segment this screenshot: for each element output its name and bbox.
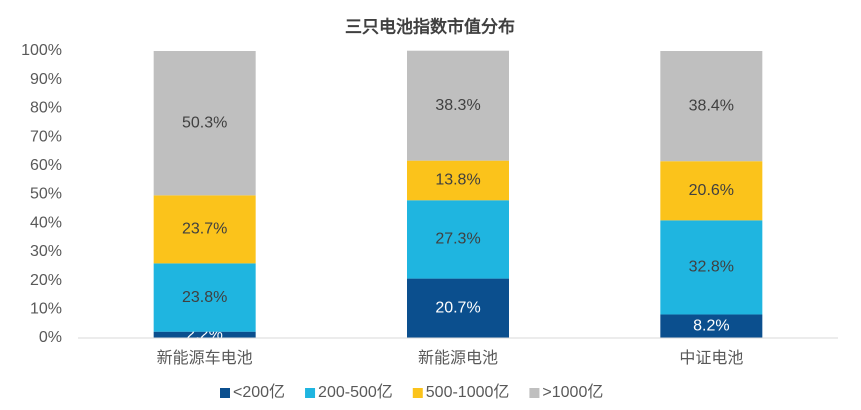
bar-segment [660,220,763,315]
y-tick-label: 90% [30,71,62,88]
y-tick-label: 20% [30,272,62,289]
bar-segment [660,161,763,221]
y-tick-label: 70% [30,128,62,145]
bar-segment [153,51,256,196]
y-tick-label: 80% [30,100,62,117]
data-label: 38.4% [689,97,734,114]
data-label: 13.8% [435,172,480,189]
bar-segment [153,263,256,332]
legend-label: 500-1000亿 [426,383,510,401]
legend-swatch [220,388,230,398]
bar-segment [407,160,509,201]
bar-segment [407,50,509,161]
data-label: 32.8% [689,259,734,276]
legend-label: >1000亿 [542,383,603,401]
legend-label: 200-500亿 [318,383,393,401]
data-label: 23.8% [182,289,227,306]
bar-segment [407,200,509,279]
data-label: 20.6% [689,182,734,199]
y-tick-label: 100% [21,42,62,59]
bar-segment [407,278,509,338]
chart-title: 三只电池指数市值分布 [345,16,515,36]
y-tick-label: 0% [39,329,62,346]
bar-segment [660,314,763,338]
data-label: 23.7% [182,221,227,238]
legend-swatch [529,388,540,398]
bar-segment [660,51,763,162]
legend-label: <200亿 [233,383,285,401]
y-tick-label: 40% [30,214,62,231]
x-tick-label: 新能源车电池 [157,349,253,367]
y-tick-label: 50% [30,186,62,203]
y-tick-label: 30% [30,243,62,260]
x-tick-label: 新能源电池 [418,349,498,367]
data-label: 20.7% [435,300,480,317]
data-label: 50.3% [182,114,227,131]
bar-segment [153,195,256,264]
data-label: 8.2% [693,317,729,334]
data-label: 27.3% [435,231,480,248]
bar-segment [153,331,256,338]
data-label: 38.3% [435,97,480,114]
legend-swatch [305,388,316,398]
x-tick-label: 中证电池 [679,349,743,367]
y-tick-label: 10% [30,301,62,318]
y-tick-label: 60% [30,157,62,174]
legend-swatch [412,388,423,398]
